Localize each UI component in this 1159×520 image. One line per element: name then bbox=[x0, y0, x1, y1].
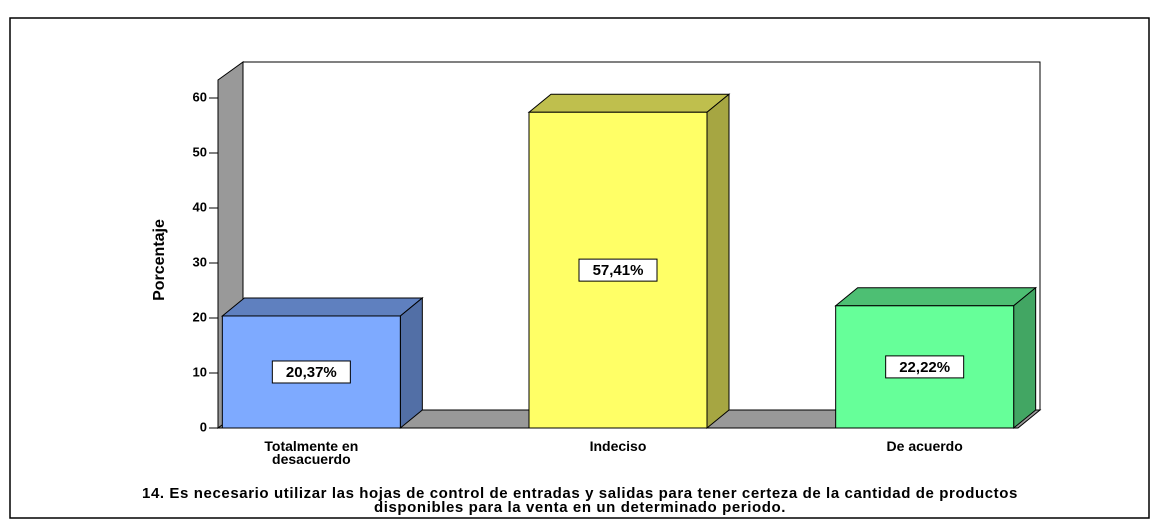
y-tick-label: 50 bbox=[193, 144, 207, 159]
value-label-box bbox=[271, 360, 351, 384]
y-axis-label: Porcentaje bbox=[151, 219, 168, 301]
x-tick-label: De acuerdo bbox=[886, 438, 963, 454]
bar-top bbox=[527, 93, 731, 113]
bar-top bbox=[834, 287, 1038, 307]
value-label: 20,37% bbox=[286, 364, 337, 381]
y-tick-label: 20 bbox=[193, 309, 207, 324]
x-tick-label: Totalmente en desacuerdo bbox=[264, 438, 359, 467]
bar-side bbox=[706, 93, 730, 430]
value-label: 22,22% bbox=[899, 359, 950, 376]
y-tick-label: 10 bbox=[193, 364, 207, 379]
y-tick-label: 40 bbox=[193, 199, 207, 214]
chart-title: 14. Es necesario utilizar las hojas de c… bbox=[142, 485, 1018, 516]
value-label-box bbox=[578, 258, 658, 282]
y-tick-label: 30 bbox=[193, 254, 207, 269]
value-label-box bbox=[885, 355, 965, 379]
y-tick-label: 0 bbox=[200, 419, 207, 434]
x-tick-label: Indeciso bbox=[589, 438, 647, 454]
value-label: 57,41% bbox=[593, 262, 644, 279]
y-tick-label: 60 bbox=[193, 89, 207, 104]
bar-side bbox=[399, 296, 423, 430]
bar-top bbox=[220, 297, 424, 317]
bar-side bbox=[1013, 286, 1037, 430]
